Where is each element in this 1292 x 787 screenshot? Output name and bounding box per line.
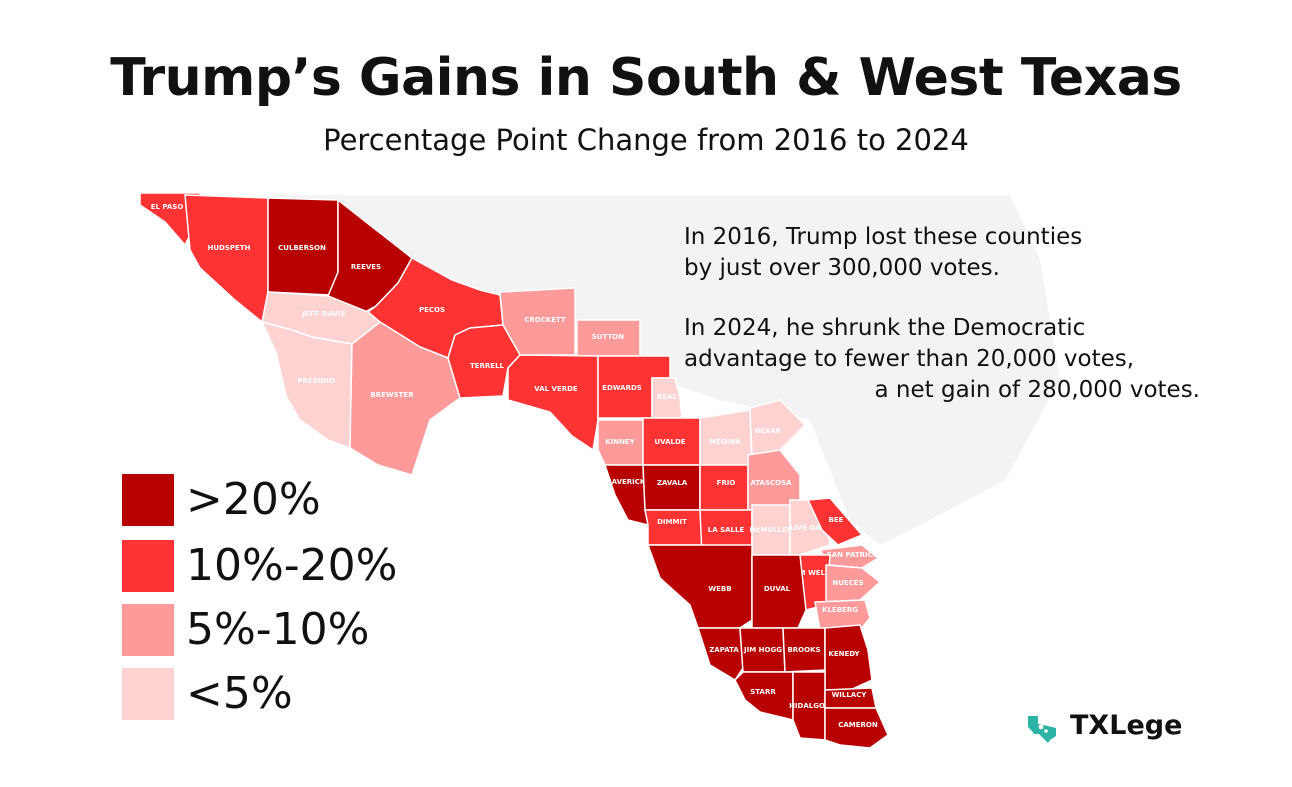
county-hidalgo <box>792 671 826 741</box>
county-frio <box>699 464 749 511</box>
county-label-reeves: REEVES <box>351 263 381 271</box>
county-label-kenedy: KENEDY <box>828 650 860 658</box>
county-el-paso <box>139 192 201 247</box>
county-val-verde <box>507 354 599 452</box>
legend-swatch <box>122 474 174 526</box>
county-starr <box>734 671 794 721</box>
note-line: In 2024, he shrunk the Democratic <box>684 315 1086 341</box>
county-label-sutton: SUTTON <box>592 333 624 341</box>
county-kleberg <box>814 599 871 631</box>
note-line: by just over 300,000 votes. <box>684 255 1000 281</box>
county-label-kleberg: KLEBERG <box>822 606 858 614</box>
county-label-dimmit: DIMMIT <box>657 518 687 526</box>
county-label-willacy: WILLACY <box>832 691 868 699</box>
county-bexar <box>749 399 807 459</box>
county-label-duval: DUVAL <box>764 585 791 593</box>
annotation-2016: In 2016, Trump lost these counties by ju… <box>684 222 1082 284</box>
legend-swatch <box>122 668 174 720</box>
legend-item-5-10: 5%-10% <box>122 604 452 656</box>
county-label-jim-wells: JIM WELLS <box>792 569 834 577</box>
county-label-val-verde: VAL VERDE <box>534 385 578 393</box>
county-label-el-paso: EL PASO <box>151 203 184 211</box>
county-label-edwards: EDWARDS <box>602 384 642 392</box>
county-nueces <box>825 564 882 603</box>
legend-item-10-20: 10%-20% <box>122 540 452 592</box>
legend-label: >20% <box>186 474 321 525</box>
county-label-brewster: BREWSTER <box>370 391 414 399</box>
county-maverick <box>603 464 649 527</box>
legend-label: <5% <box>186 668 293 719</box>
county-label-mcmullen: McMULLEN <box>749 526 792 534</box>
annotation-2024: In 2024, he shrunk the Democratic advant… <box>684 313 1200 406</box>
county-label-atascosa: ATASCOSA <box>750 479 792 487</box>
county-label-la-salle: LA SALLE <box>708 526 745 534</box>
county-webb <box>646 544 753 629</box>
legend-label: 10%-20% <box>186 540 398 591</box>
county-real <box>651 377 683 419</box>
county-label-culberson: CULBERSON <box>278 244 326 252</box>
logo-text: TXLege <box>1070 710 1183 741</box>
county-duval <box>751 554 807 629</box>
note-line: a net gain of 280,000 votes. <box>874 377 1200 403</box>
county-label-real: REAL <box>657 393 678 401</box>
county-label-uvalde: UVALDE <box>654 438 685 446</box>
county-bee <box>806 497 864 546</box>
legend-item-over-20: >20% <box>122 474 452 526</box>
county-terrell <box>447 324 521 399</box>
legend-swatch <box>122 604 174 656</box>
county-label-jeff-davis: JEFF DAVIS <box>301 310 345 318</box>
note-line: advantage to fewer than 20,000 votes, <box>684 346 1135 372</box>
county-label-bexar: BEXAR <box>755 427 782 435</box>
county-label-zapata: ZAPATA <box>709 646 739 654</box>
county-hudspeth <box>184 194 269 324</box>
county-zapata <box>696 627 744 682</box>
txlege-logo: TXLege <box>1026 708 1186 748</box>
county-label-pecos: PECOS <box>419 306 445 314</box>
county-label-jim-hogg: JIM HOGG <box>743 646 782 654</box>
map-subtitle: Percentage Point Change from 2016 to 202… <box>323 123 969 157</box>
county-label-medina: MEDINA <box>709 438 741 446</box>
county-label-maverick: MAVERICK <box>605 478 646 486</box>
county-cameron <box>824 707 889 749</box>
texas-county-map: EL PASO HUDSPETH CULBERSON REEVES JEFF DAVIS… <box>139 192 1060 749</box>
county-label-frio: FRIO <box>717 479 736 487</box>
county-label-presidio: PRESIDIO <box>297 377 334 385</box>
county-label-webb: WEBB <box>708 585 731 593</box>
county-dimmit <box>644 509 703 546</box>
county-label-kinney: KINNEY <box>605 438 636 446</box>
county-label-bee: BEE <box>829 516 844 524</box>
map-title: Trump’s Gains in South & West Texas <box>110 48 1182 108</box>
county-label-zavala: ZAVALA <box>657 479 688 487</box>
county-label-live-oak: LIVE OAK <box>790 524 827 532</box>
county-presidio <box>260 320 353 450</box>
county-label-hidalgo: HIDALGO <box>789 702 825 710</box>
legend-item-under-5: <5% <box>122 668 452 720</box>
county-label-nueces: NUECES <box>832 579 863 587</box>
county-brewster <box>349 321 461 476</box>
county-label-san-patricio: SAN PATRICIO <box>827 551 882 559</box>
legend-swatch <box>122 540 174 592</box>
county-zavala <box>642 464 701 511</box>
texas-state-icon <box>1028 716 1056 743</box>
county-label-brooks: BROOKS <box>787 646 820 654</box>
county-label-hudspeth: HUDSPETH <box>208 244 251 252</box>
note-line: In 2016, Trump lost these counties <box>684 224 1083 250</box>
legend-label: 5%-10% <box>186 604 370 655</box>
county-label-cameron: CAMERON <box>838 721 878 729</box>
county-label-starr: STARR <box>750 688 776 696</box>
county-label-terrell: TERRELL <box>470 362 505 370</box>
county-label-crockett: CROCKETT <box>524 316 566 324</box>
